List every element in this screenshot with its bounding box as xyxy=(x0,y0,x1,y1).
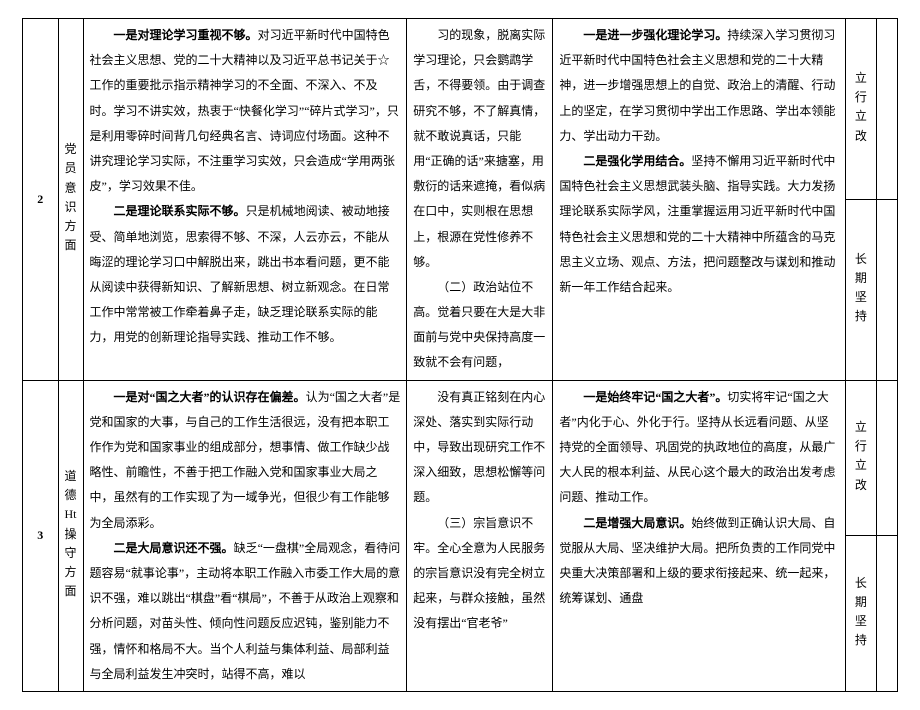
row-number: 2 xyxy=(23,19,59,381)
blank-cell xyxy=(877,19,898,200)
deadline-bottom: 长期坚持 xyxy=(845,536,876,692)
category-label: 党员意识方面 xyxy=(58,19,83,381)
cause-text: 习的现象，脱离实际学习理论，只会鹦鹉学舌，不得要领。由于调查研究不够，不了解真情… xyxy=(407,19,553,381)
blank-cell xyxy=(877,199,898,380)
blank-cell xyxy=(877,380,898,536)
category-label: 道德Ht操守方面 xyxy=(58,380,83,691)
problem-text: 一是对“国之大者”的认识存在偏差。认为“国之大者”是党和国家的大事，与自己的工作… xyxy=(83,380,407,691)
measure-text: 一是始终牢记“国之大者”。切实将牢记“国之大者”内化于心、外化于行。坚持从长远看… xyxy=(553,380,845,691)
deadline-top: 立行立改 xyxy=(845,380,876,536)
deadline-top: 立行立改 xyxy=(845,19,876,200)
issues-table: 2党员意识方面一是对理论学习重视不够。对习近平新时代中国特色社会主义思想、党的二… xyxy=(22,18,898,692)
cause-text: 没有真正铭刻在内心深处、落实到实际行动中，导致出现研究工作不深入细致，思想松懈等… xyxy=(407,380,553,691)
problem-text: 一是对理论学习重视不够。对习近平新时代中国特色社会主义思想、党的二十大精神以及习… xyxy=(83,19,407,381)
blank-cell xyxy=(877,536,898,692)
row-number: 3 xyxy=(23,380,59,691)
measure-text: 一是进一步强化理论学习。持续深入学习贯彻习近平新时代中国特色社会主义思想和党的二… xyxy=(553,19,845,381)
deadline-bottom: 长期坚持 xyxy=(845,199,876,380)
